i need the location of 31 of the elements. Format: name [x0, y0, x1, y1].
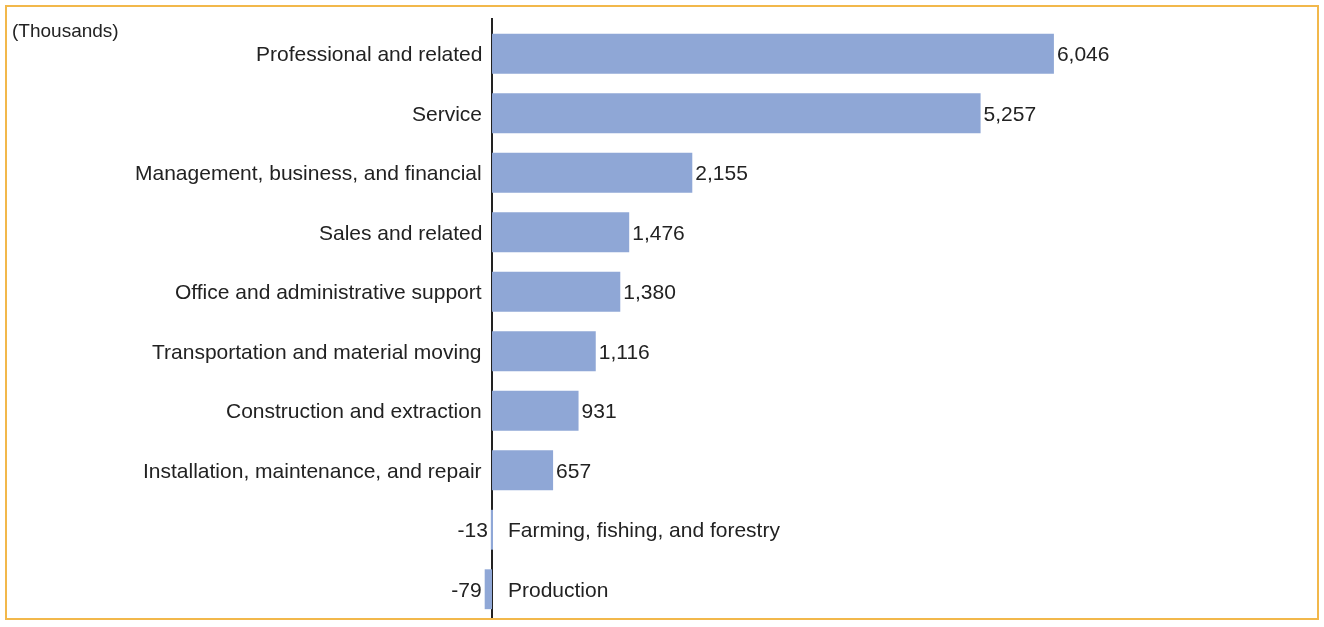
bar — [484, 569, 493, 610]
y-tick-label: Sales and related — [319, 221, 483, 244]
bar — [492, 390, 579, 431]
data-label: 1,380 — [623, 280, 676, 304]
y-tick-label: Transportation and material moving — [152, 340, 482, 363]
data-label: 931 — [581, 399, 617, 423]
data-label: 1,116 — [598, 339, 650, 363]
data-label: 6,046 — [1056, 42, 1110, 66]
data-label: 1,476 — [632, 220, 685, 244]
bar — [490, 509, 493, 550]
bar — [492, 331, 596, 372]
y-tick-label: Service — [412, 102, 483, 125]
text: (Thousands) — [12, 20, 119, 41]
y-tick-label: Management, business, and financial — [135, 161, 482, 184]
bar — [492, 152, 693, 193]
bar — [492, 93, 981, 134]
bar — [492, 212, 630, 253]
y-tick-label: Production — [508, 578, 609, 601]
y-tick-label: Office and administrative support — [175, 280, 482, 303]
bar — [492, 450, 554, 491]
y-tick-label: Construction and extraction — [226, 399, 482, 422]
y-tick-label: Professional and related — [256, 42, 483, 65]
data-label: -79 — [451, 577, 482, 601]
data-label: 657 — [556, 458, 592, 482]
y-tick-label: Installation, maintenance, and repair — [143, 459, 482, 482]
data-label: 5,257 — [983, 101, 1037, 125]
bar — [492, 271, 621, 312]
data-label: -13 — [457, 518, 488, 542]
y-tick-label: Farming, fishing, and forestry — [508, 518, 781, 541]
bar — [492, 33, 1054, 74]
data-label: 2,155 — [695, 161, 748, 185]
